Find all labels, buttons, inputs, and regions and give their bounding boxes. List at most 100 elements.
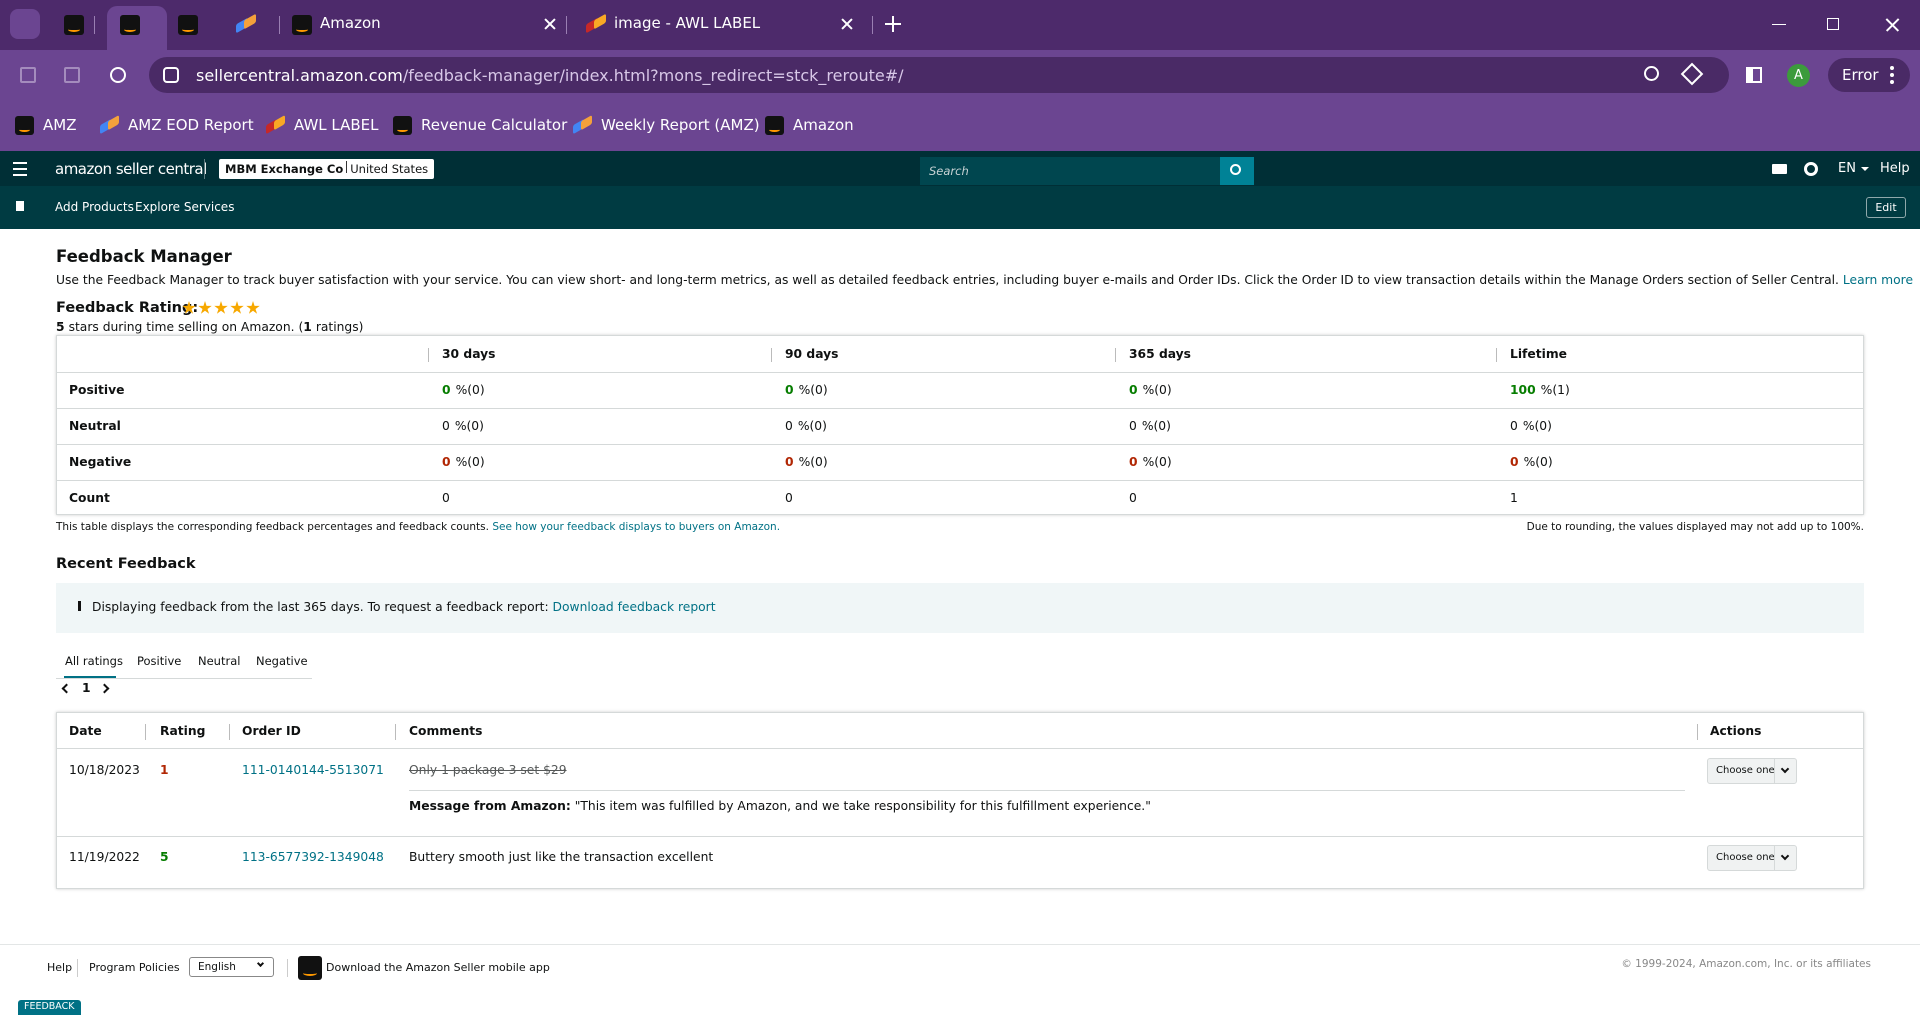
- metric-cell: 1: [1510, 491, 1518, 505]
- column-header: Rating: [160, 724, 206, 738]
- search-button[interactable]: [1220, 157, 1254, 185]
- language-select[interactable]: English: [189, 957, 274, 977]
- error-button[interactable]: Error: [1828, 58, 1910, 92]
- app-link[interactable]: Download the Amazon Seller mobile app: [326, 961, 550, 974]
- footer-link[interactable]: Help: [47, 961, 73, 974]
- edit-button[interactable]: Edit: [1866, 197, 1906, 218]
- star: [230, 301, 244, 314]
- site-icon: [236, 13, 256, 35]
- tab-search-button[interactable]: [10, 9, 40, 39]
- profile-avatar[interactable]: A: [1787, 64, 1810, 87]
- message-text: "This item was fulfilled by Amazon, and …: [574, 799, 1151, 813]
- message-label: Message from Amazon:: [409, 799, 571, 813]
- back[interactable]: [20, 67, 36, 83]
- search-box[interactable]: Search: [920, 157, 1220, 185]
- icon-part: [580, 114, 592, 130]
- metric-percent: %(0): [798, 455, 828, 469]
- store-switcher[interactable]: MBM Exchange Co United States: [219, 159, 435, 179]
- side-panel[interactable]: [1746, 67, 1762, 83]
- forward[interactable]: [64, 67, 80, 83]
- bookmark-icon[interactable]: [16, 201, 24, 211]
- column-separator: [771, 348, 772, 362]
- logo[interactable]: amazon seller central: [55, 160, 207, 178]
- rating-tab[interactable]: Neutral: [198, 654, 241, 668]
- note-link[interactable]: See how your feedback displays to buyers…: [492, 521, 781, 533]
- site-icon: [393, 116, 412, 135]
- tab-title[interactable]: image - AWL LABEL: [614, 14, 761, 32]
- metric-percent: %(0): [455, 455, 485, 469]
- bookmark[interactable]: AMZ EOD Report: [128, 116, 254, 134]
- column-header: 30 days: [442, 347, 496, 361]
- rating: 1: [160, 763, 169, 777]
- bookmark-star[interactable]: [1680, 62, 1704, 86]
- bookmark[interactable]: Amazon: [793, 116, 854, 134]
- order-id[interactable]: 113-6577392-1349048: [242, 850, 384, 864]
- bookmark[interactable]: Revenue Calculator: [421, 116, 568, 134]
- icon-smile: [396, 127, 409, 133]
- language[interactable]: EN: [1838, 161, 1856, 176]
- bookmark[interactable]: Weekly Report (AMZ): [601, 116, 760, 134]
- comment-rule: [409, 790, 1685, 791]
- metric-value: 0: [1129, 455, 1138, 469]
- download-link[interactable]: Download feedback report: [552, 600, 716, 614]
- column-separator: [1115, 348, 1116, 362]
- reload[interactable]: [110, 67, 126, 83]
- description-text: Use the Feedback Manager to track buyer …: [56, 273, 1839, 287]
- active-tab-underline: [64, 676, 116, 678]
- site-icon: [298, 956, 322, 980]
- metric-cell: 0 %(0): [785, 419, 827, 433]
- address-bar[interactable]: sellercentral.amazon.com/feedback-manage…: [149, 57, 1729, 93]
- settings-icon[interactable]: [1804, 162, 1818, 176]
- messages-icon[interactable]: [1772, 164, 1787, 174]
- tab-separator: [279, 16, 280, 34]
- learn-more-link[interactable]: Learn more: [1842, 273, 1914, 287]
- copyright: © 1999-2024, Amazon.com, Inc. or its aff…: [1621, 958, 1871, 970]
- minimize[interactable]: [1772, 24, 1786, 25]
- site-icon: [15, 116, 34, 135]
- rating-tab[interactable]: All ratings: [65, 654, 123, 668]
- menu-icon[interactable]: [13, 174, 27, 176]
- help[interactable]: Help: [1880, 161, 1910, 176]
- action-dropdown[interactable]: Choose one: [1707, 758, 1797, 784]
- next-page[interactable]: [99, 683, 110, 694]
- rating-tab[interactable]: Negative: [256, 654, 308, 668]
- metric-cell: 0 %(0): [442, 455, 485, 469]
- metric-value: 0: [442, 419, 450, 433]
- metric-percent: %(0): [454, 419, 484, 433]
- icon-smile: [302, 970, 318, 977]
- tab-title[interactable]: Amazon: [320, 14, 381, 32]
- site-icon: [586, 13, 606, 35]
- prev-page[interactable]: [61, 683, 72, 694]
- new-tab[interactable]: [892, 16, 894, 32]
- date: 10/18/2023: [69, 763, 140, 777]
- zoom-icon[interactable]: [1644, 66, 1659, 81]
- restore[interactable]: [1827, 18, 1839, 30]
- bookmarks-bar: AMZ AMZ EOD Report AWL LABEL Revenue Calcul…: [0, 101, 1920, 151]
- icon-smile: [296, 27, 308, 32]
- bookmark[interactable]: AMZ: [43, 116, 77, 134]
- order-id[interactable]: 111-0140144-5513071: [242, 763, 384, 777]
- icon-smile: [124, 27, 136, 32]
- metric-percent: %(0): [797, 419, 827, 433]
- rounding-note: Due to rounding, the values displayed ma…: [1526, 521, 1864, 533]
- bookmark[interactable]: AWL LABEL: [294, 116, 379, 134]
- star: [214, 301, 228, 314]
- rating-tab[interactable]: Positive: [137, 654, 182, 668]
- page-number[interactable]: 1: [82, 681, 91, 695]
- menu-icon[interactable]: [13, 162, 27, 164]
- nav-link[interactable]: Add Products: [55, 200, 134, 214]
- footer-link[interactable]: Program Policies: [89, 961, 180, 974]
- site-icon: [266, 114, 285, 135]
- column-header: 365 days: [1129, 347, 1192, 361]
- site-icon: [573, 114, 592, 135]
- section-title: Recent Feedback: [56, 556, 196, 572]
- action-label: Choose one: [1716, 852, 1775, 863]
- nav-link[interactable]: Explore Services: [135, 200, 235, 214]
- feedback-tab[interactable]: FEEDBACK: [18, 1000, 81, 1015]
- site-icon: [765, 116, 784, 135]
- metric-value: 0: [442, 491, 450, 505]
- icon-part: [273, 114, 285, 130]
- site-info[interactable]: [163, 67, 179, 83]
- menu-icon[interactable]: [13, 168, 27, 170]
- action-dropdown[interactable]: Choose one: [1707, 845, 1797, 871]
